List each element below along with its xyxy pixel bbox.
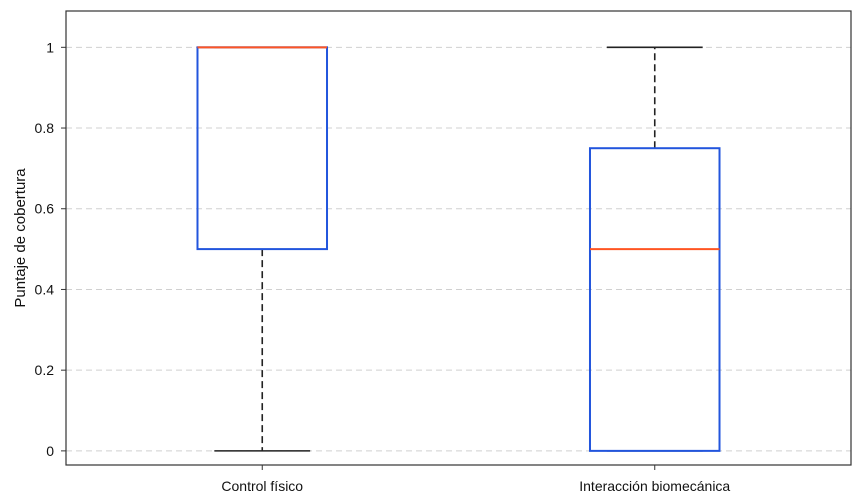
y-tick-label: 0: [46, 443, 54, 459]
grid-lines: [66, 46, 851, 452]
y-axis-ticks: 0 0.2 0.4 0.6 0.8 1: [35, 39, 66, 459]
y-tick-label: 0.4: [35, 281, 55, 297]
y-tick-label: 0.2: [35, 362, 55, 378]
box-group: [588, 46, 721, 452]
plot-frame: [65, 10, 852, 466]
x-tick-label: Control físico: [221, 478, 303, 494]
y-tick-label: 0.6: [35, 201, 55, 217]
x-tick-label: Interacción biomecánica: [579, 478, 730, 494]
x-axis-ticks: Control físico Interacción biomecánica: [221, 465, 730, 494]
y-tick-label: 0.8: [35, 120, 55, 136]
box: [588, 147, 721, 452]
box-group: [196, 46, 329, 452]
y-tick-label: 1: [46, 39, 54, 55]
y-axis-label: Puntaje de cobertura: [12, 168, 29, 308]
boxes: [196, 46, 721, 452]
box: [196, 46, 329, 251]
